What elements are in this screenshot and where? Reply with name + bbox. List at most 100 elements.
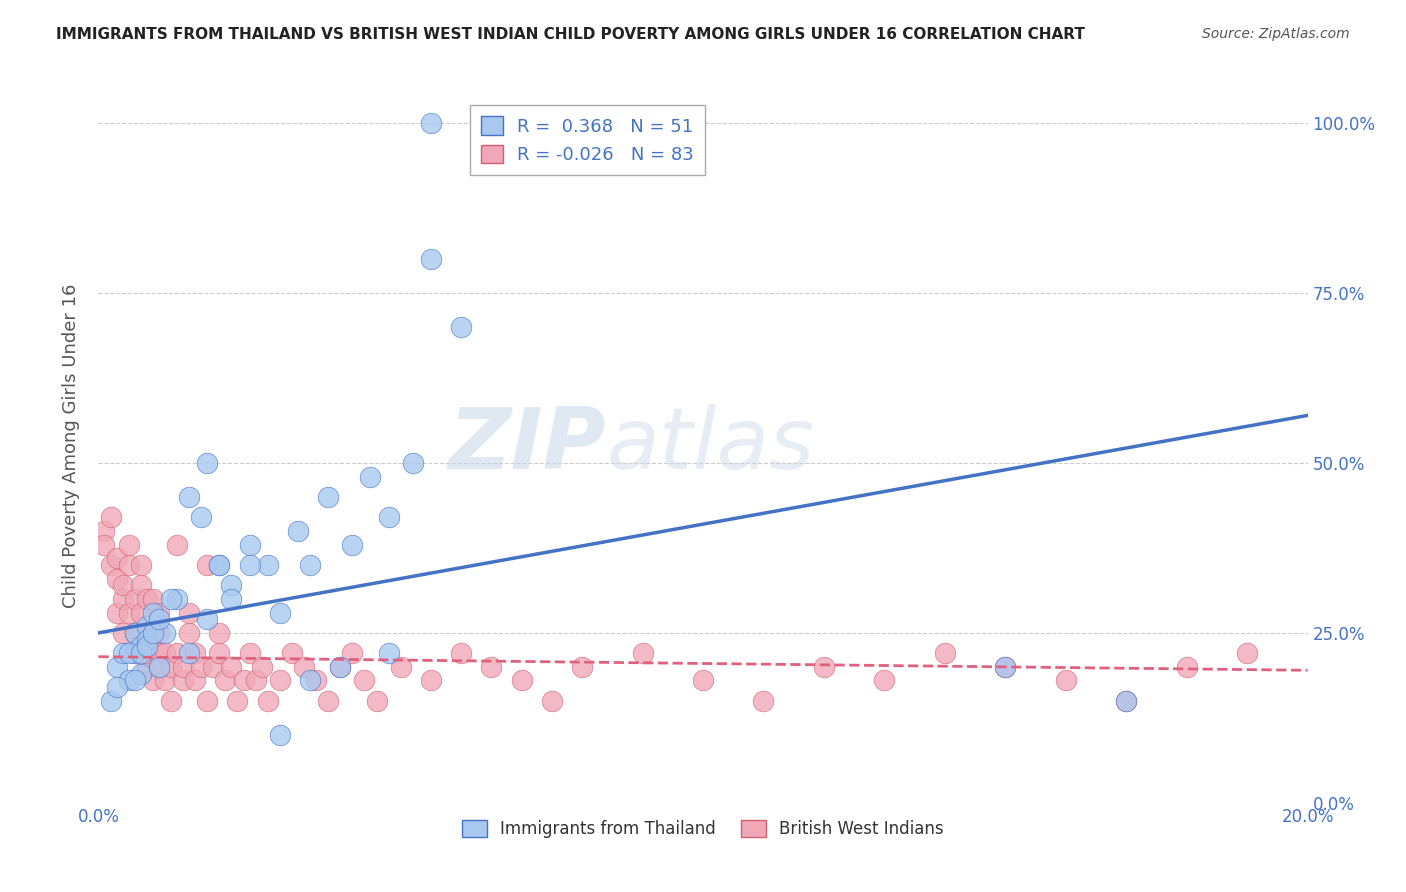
Point [135,591,157,606]
Point [299,673,322,688]
Point [377,646,399,660]
Point [142,591,165,606]
Point [184,646,207,660]
Point [135,626,157,640]
Point [208,558,231,572]
Point [111,591,134,606]
Point [142,626,165,640]
Point [214,673,236,688]
Text: ZIP: ZIP [449,404,606,488]
Point [105,606,128,620]
Point [166,537,188,551]
Point [420,673,443,688]
Point [129,646,152,660]
Point [329,660,352,674]
Point [329,660,352,674]
Point [135,660,157,674]
Point [179,490,201,504]
Point [93,524,115,538]
Point [142,626,165,640]
Point [1115,694,1137,708]
Point [118,558,141,572]
Point [269,728,291,742]
Point [153,673,176,688]
Point [129,558,152,572]
Point [179,646,201,660]
Point [360,469,382,483]
Point [129,606,152,620]
Point [172,660,194,674]
Point [148,612,170,626]
Point [389,660,412,674]
Point [195,558,218,572]
Point [166,646,188,660]
Point [111,626,134,640]
Point [221,660,243,674]
Point [631,646,654,660]
Point [153,626,176,640]
Point [148,626,170,640]
Point [450,646,472,660]
Point [118,606,141,620]
Point [1175,660,1198,674]
Point [208,558,231,572]
Point [353,673,375,688]
Point [148,660,170,674]
Point [221,591,243,606]
Point [342,537,364,551]
Point [420,252,443,266]
Point [239,646,262,660]
Point [281,646,304,660]
Point [994,660,1017,674]
Point [208,646,231,660]
Y-axis label: Child Poverty Among Girls Under 16: Child Poverty Among Girls Under 16 [62,284,80,608]
Point [153,646,176,660]
Point [172,673,194,688]
Point [232,673,254,688]
Point [129,578,152,592]
Point [994,660,1017,674]
Point [135,640,157,654]
Point [148,660,170,674]
Point [190,510,212,524]
Point [1236,646,1258,660]
Point [195,612,218,626]
Point [135,632,157,647]
Point [184,673,207,688]
Point [124,626,146,640]
Point [105,680,128,694]
Point [245,673,267,688]
Point [510,673,533,688]
Point [934,646,956,660]
Point [105,660,128,674]
Point [135,646,157,660]
Point [366,694,388,708]
Point [129,666,152,681]
Point [124,626,146,640]
Point [124,646,146,660]
Text: atlas: atlas [606,404,814,488]
Point [100,558,122,572]
Point [118,537,141,551]
Point [752,694,775,708]
Point [160,694,183,708]
Point [202,660,225,674]
Point [111,646,134,660]
Point [269,673,291,688]
Point [873,673,896,688]
Point [342,646,364,660]
Point [239,558,262,572]
Point [124,591,146,606]
Point [571,660,593,674]
Point [100,694,122,708]
Point [287,524,309,538]
Point [299,558,322,572]
Point [256,694,278,708]
Point [256,558,278,572]
Point [1054,673,1077,688]
Legend: Immigrants from Thailand, British West Indians: Immigrants from Thailand, British West I… [456,813,950,845]
Point [226,694,249,708]
Point [208,626,231,640]
Point [142,673,165,688]
Point [129,640,152,654]
